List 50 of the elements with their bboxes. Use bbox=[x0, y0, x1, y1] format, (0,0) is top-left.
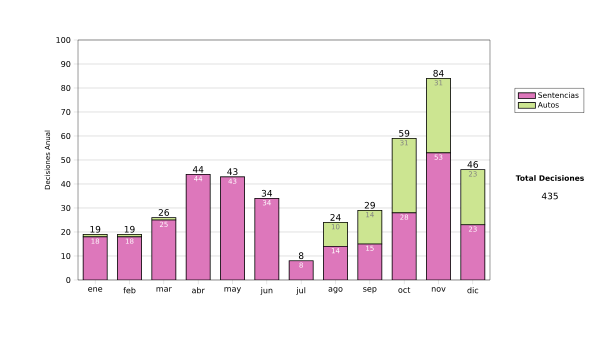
total-label: 34 bbox=[262, 190, 272, 197]
bar bbox=[357, 210, 382, 244]
bar bbox=[358, 244, 382, 280]
y-tick-label: 80 bbox=[61, 84, 70, 92]
x-tick-label: dic bbox=[467, 287, 478, 294]
total-label: 8 bbox=[298, 252, 304, 260]
x-tick-label: sep bbox=[363, 287, 376, 294]
total-label: 59 bbox=[399, 130, 410, 137]
total-label: 19 bbox=[124, 226, 135, 233]
bar bbox=[323, 222, 348, 247]
y-tick-label: 60 bbox=[61, 132, 70, 140]
total-label: 29 bbox=[364, 202, 375, 209]
y-tick-label: 0 bbox=[66, 276, 70, 284]
y-tick-label: 70 bbox=[61, 108, 70, 116]
total-label: 46 bbox=[468, 161, 478, 168]
x-tick-label: jun bbox=[260, 287, 272, 295]
total-label: 84 bbox=[433, 70, 444, 77]
total-label: 19 bbox=[90, 226, 100, 233]
bar bbox=[83, 236, 108, 280]
y-tick-label: 100 bbox=[56, 36, 70, 44]
bar bbox=[186, 174, 210, 280]
total-label: 44 bbox=[192, 166, 204, 173]
text: 435 bbox=[542, 192, 558, 200]
x-tick-label: may bbox=[224, 287, 241, 294]
y-tick-label: 40 bbox=[61, 180, 70, 188]
bar bbox=[426, 152, 451, 280]
y-tick-label: 50 bbox=[61, 156, 70, 164]
total-label: 43 bbox=[227, 168, 238, 176]
bar bbox=[152, 220, 176, 280]
x-tick-label: oct bbox=[398, 287, 410, 293]
y-tick-label: 90 bbox=[61, 60, 70, 68]
x-tick-label: jul bbox=[296, 287, 306, 295]
bar bbox=[254, 198, 279, 280]
y-tick-label: 20 bbox=[61, 228, 70, 236]
x-tick-label: ago bbox=[328, 287, 342, 294]
bar bbox=[460, 224, 486, 280]
bar bbox=[289, 260, 314, 280]
y-tick-label: 10 bbox=[62, 252, 70, 260]
bar bbox=[117, 236, 142, 280]
y-tick-label: 30 bbox=[61, 204, 70, 212]
x-tick-label: nov bbox=[432, 287, 446, 292]
x-tick-label: mar bbox=[156, 287, 172, 292]
x-tick-label: abr bbox=[192, 287, 205, 294]
x-tick-label: ene bbox=[88, 287, 102, 292]
bar bbox=[392, 212, 416, 280]
bar bbox=[323, 246, 348, 280]
total-label: 24 bbox=[330, 214, 341, 221]
x-tick-label: feb bbox=[123, 287, 136, 294]
total-label: 26 bbox=[158, 209, 169, 216]
bar bbox=[220, 176, 245, 280]
